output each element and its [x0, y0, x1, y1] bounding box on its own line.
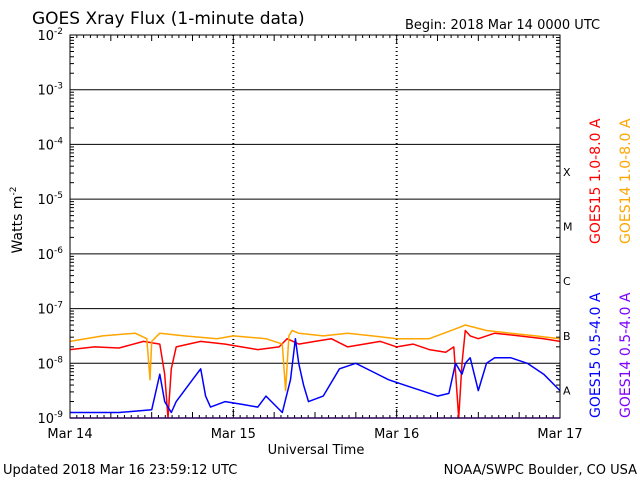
- y-tick-base: 10: [37, 193, 54, 208]
- x-tick-label: Mar 15: [211, 427, 256, 442]
- flare-class-label: B: [563, 330, 571, 343]
- y-tick-base: 10: [37, 248, 54, 263]
- series-line-0: [69, 329, 561, 419]
- ylabel-text: Watts m: [10, 196, 26, 254]
- y-tick-label: 10-4: [37, 136, 63, 153]
- y-tick-base: 10: [37, 29, 54, 44]
- y-tick-labels: 10-210-310-410-510-610-710-810-9: [37, 27, 63, 427]
- y-tick-exponent: -5: [54, 191, 63, 201]
- y-tick-base: 10: [37, 357, 54, 372]
- y-tick-base: 10: [37, 412, 54, 427]
- y-tick-label: 10-9: [37, 410, 63, 427]
- updated-timestamp: Updated 2018 Mar 16 23:59:12 UTC: [3, 463, 237, 478]
- y-tick-label: 10-3: [37, 82, 63, 99]
- y-tick-exponent: -6: [54, 246, 63, 256]
- y-tick-base: 10: [37, 84, 54, 99]
- ylabel-exponent: -2: [9, 187, 19, 196]
- plot-frame: [69, 34, 561, 419]
- flare-class-label: A: [563, 385, 571, 398]
- flare-class-label: M: [563, 221, 573, 234]
- y-tick-exponent: -4: [54, 136, 63, 146]
- chart-title: GOES Xray Flux (1-minute data): [32, 9, 305, 29]
- legend-entry-1: GOES14 1.0-8.0 A: [618, 118, 634, 244]
- y-tick-exponent: -2: [54, 27, 63, 37]
- svg-text:Watts m-2: Watts m-2: [9, 187, 26, 254]
- flare-class-label: X: [563, 166, 571, 179]
- y-tick-exponent: -3: [54, 82, 63, 92]
- y-tick-label: 10-6: [37, 246, 63, 263]
- series-line-2: [70, 337, 561, 414]
- y-tick-label: 10-7: [37, 301, 63, 318]
- legend: GOES15 1.0-8.0 A GOES14 1.0-8.0 A GOES15 0…: [588, 118, 634, 418]
- legend-entry-3: GOES14 0.5-4.0 A: [618, 292, 634, 418]
- flare-class-labels: X M C B A: [563, 166, 573, 398]
- axis-ticks: [69, 35, 561, 418]
- y-tick-base: 10: [37, 138, 54, 153]
- series-layer: [69, 324, 561, 419]
- begin-label: Begin: 2018 Mar 14 0000 UTC: [405, 18, 600, 33]
- y-tick-label: 10-5: [37, 191, 63, 208]
- series-line-1: [69, 324, 561, 392]
- y-tick-exponent: -9: [54, 410, 63, 420]
- y-tick-base: 10: [37, 303, 54, 318]
- flare-class-label: C: [563, 275, 571, 288]
- x-axis-title: Universal Time: [268, 443, 365, 458]
- y-tick-label: 10-2: [37, 27, 63, 44]
- y-tick-exponent: -7: [54, 301, 63, 311]
- legend-entry-2: GOES15 0.5-4.0 A: [588, 292, 604, 418]
- x-tick-label: Mar 14: [47, 427, 92, 442]
- grid-lines: [70, 35, 560, 418]
- x-tick-labels: Mar 14 Mar 15 Mar 16 Mar 17: [47, 427, 582, 442]
- credit-text: NOAA/SWPC Boulder, CO USA: [444, 463, 637, 478]
- legend-entry-0: GOES15 1.0-8.0 A: [588, 118, 604, 244]
- x-tick-label: Mar 17: [537, 427, 582, 442]
- y-axis-title: Watts m-2: [9, 187, 26, 254]
- x-tick-label: Mar 16: [374, 427, 419, 442]
- y-tick-label: 10-8: [37, 355, 63, 372]
- y-tick-exponent: -8: [54, 355, 63, 365]
